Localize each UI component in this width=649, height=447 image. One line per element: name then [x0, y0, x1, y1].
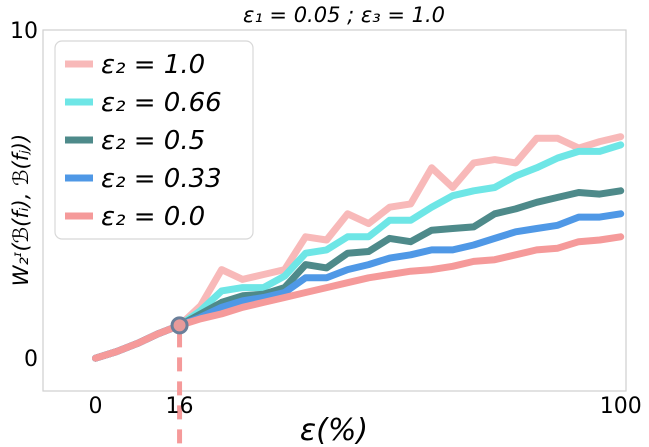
legend-label-1: ε₂ = 0.66 — [101, 88, 222, 118]
series-layer — [92, 133, 625, 447]
legend-box — [54, 40, 254, 240]
legend-label-4: ε₂ = 0.0 — [101, 202, 205, 232]
plot-frame — [42, 29, 627, 392]
y-tick-label-1: 10 — [10, 19, 38, 44]
y-tick-label-0: 0 — [24, 347, 38, 372]
legend-label-2: ε₂ = 0.5 — [101, 126, 205, 156]
tick-layer: 0 16 100 0 10 — [10, 19, 642, 419]
legend: ε₂ = 1.0 ε₂ = 0.66 ε₂ = 0.5 ε₂ = 0.33 ε₂ = 0… — [54, 40, 254, 240]
x-tick-label-1: 16 — [166, 394, 194, 419]
x-tick-label-0: 0 — [89, 394, 103, 419]
y-axis-label: W₂ᶦ(ℬ(fᵢ), ℬ(fⱼ)) — [9, 134, 33, 286]
x-tick-label-2: 100 — [600, 394, 642, 419]
legend-label-3: ε₂ = 0.33 — [101, 164, 222, 194]
branch-point-marker — [170, 316, 189, 335]
legend-label-0: ε₂ = 1.0 — [101, 50, 205, 80]
x-axis-label: ε(%) — [300, 413, 368, 447]
chart-title: ε₁ = 0.05 ; ε₃ = 1.0 — [243, 3, 445, 27]
